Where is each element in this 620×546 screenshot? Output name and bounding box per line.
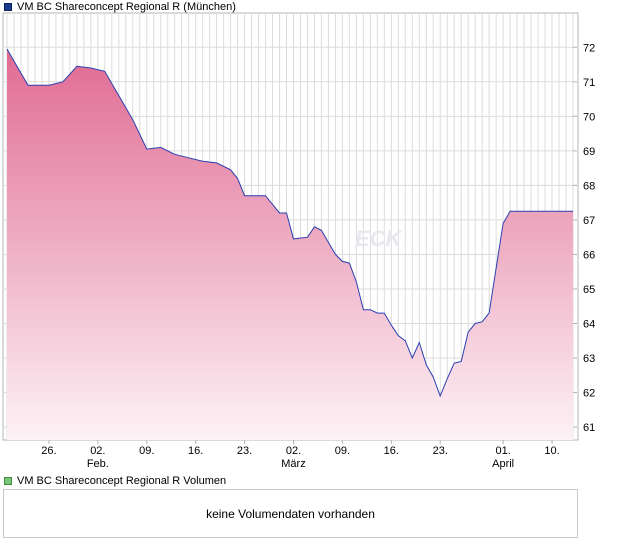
y-tick-label: 67	[583, 215, 595, 227]
y-tick-label: 68	[583, 180, 595, 192]
volume-empty-message: keine Volumendaten vorhanden	[206, 506, 375, 521]
price-area-fill	[7, 49, 573, 440]
price-legend: VM BC Shareconcept Regional R (München)	[4, 1, 236, 13]
x-month-label: März	[281, 458, 305, 470]
x-tick-label: 10.	[544, 445, 559, 457]
y-tick-label: 63	[583, 353, 595, 365]
volume-legend-label: VM BC Shareconcept Regional R Volumen	[17, 475, 227, 487]
y-tick-label: 69	[583, 146, 595, 158]
y-tick-label: 70	[583, 111, 595, 123]
y-tick-label: 71	[583, 77, 595, 89]
x-tick-label: 09.	[139, 445, 154, 457]
y-tick-label: 61	[583, 422, 595, 434]
price-legend-swatch	[4, 3, 12, 11]
x-month-label: Feb.	[87, 458, 109, 470]
y-tick-label: 66	[583, 249, 595, 261]
volume-panel: keine Volumendaten vorhanden	[3, 489, 578, 538]
x-month-label: April	[492, 458, 514, 470]
volume-legend: VM BC Shareconcept Regional R Volumen	[4, 475, 226, 487]
x-tick-label: 02.	[286, 445, 301, 457]
y-tick-label: 72	[583, 42, 595, 54]
y-axis-ticks: 61 62 63 64 65 66 67 68 69 70 71 72	[573, 42, 595, 434]
x-tick-label: 09.	[335, 445, 350, 457]
price-legend-label: VM BC Shareconcept Regional R (München)	[17, 1, 236, 13]
x-tick-label: 02.	[90, 445, 105, 457]
y-tick-label: 62	[583, 388, 595, 400]
x-tick-label: 16.	[384, 445, 399, 457]
volume-legend-swatch	[4, 477, 12, 485]
x-tick-label: 23.	[237, 445, 252, 457]
price-line	[6, 48, 573, 398]
y-tick-label: 64	[583, 319, 595, 331]
watermark-text: ECK	[355, 226, 404, 251]
x-tick-label: 16.	[188, 445, 203, 457]
y-tick-label: 65	[583, 284, 595, 296]
x-tick-label: 01.	[495, 445, 510, 457]
x-tick-label: 23.	[433, 445, 448, 457]
x-tick-label: 26.	[41, 445, 56, 457]
